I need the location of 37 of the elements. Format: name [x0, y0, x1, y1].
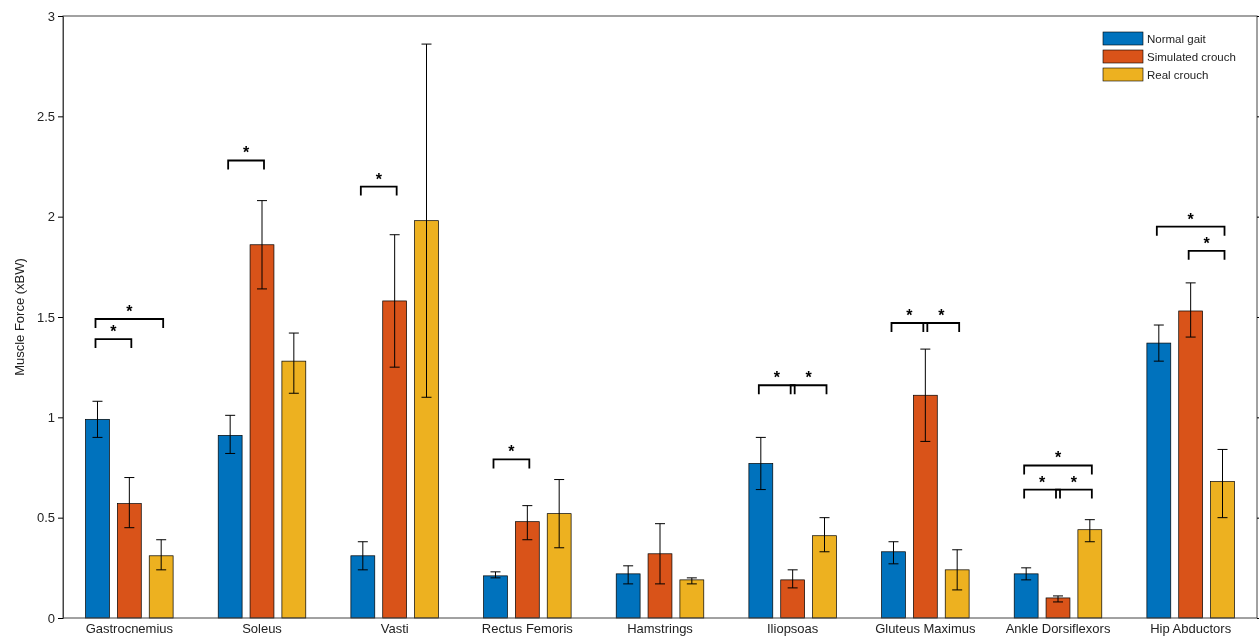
annotation: *	[1038, 473, 1046, 491]
annotation: *	[1054, 449, 1062, 467]
y-tick-label: 2.5	[36, 108, 55, 124]
bar	[679, 579, 705, 619]
legend-label: Normal gait	[1147, 33, 1207, 45]
annotation: *	[375, 170, 383, 188]
x-tick-label: Gastrocnemius	[85, 620, 174, 636]
annotation: *	[508, 443, 516, 461]
x-tick-label: Soleus	[242, 620, 283, 636]
x-tick-label: Hamstrings	[627, 620, 694, 636]
annotation: *	[938, 307, 946, 325]
annotation: *	[906, 307, 914, 325]
annotation: *	[805, 369, 813, 387]
y-tick-label: 2	[47, 209, 55, 225]
y-tick-label: 0	[47, 610, 55, 626]
y-tick-label: 1	[47, 409, 55, 425]
y-tick-label: 0.5	[36, 510, 55, 526]
annotation: *	[1070, 473, 1078, 491]
annotation: *	[1203, 234, 1211, 252]
legend-label: Simulated crouch	[1147, 51, 1236, 63]
legend-label: Real crouch	[1147, 69, 1209, 81]
x-tick-label: Hip Abductors	[1150, 620, 1232, 636]
bar	[1045, 597, 1071, 619]
y-tick-label: 3	[47, 8, 55, 24]
x-tick-label: Iliopsoas	[767, 620, 819, 636]
x-tick-label: Rectus Femoris	[481, 620, 574, 636]
annotation: *	[126, 303, 134, 321]
x-tick-label: Ankle Dorsiflexors	[1005, 620, 1111, 636]
x-tick-label: Vasti	[380, 620, 409, 636]
x-tick-label: Gluteus Maximus	[875, 620, 977, 636]
bar	[483, 575, 508, 619]
y-axis-title: Muscle Force (xBW)	[12, 258, 27, 376]
y-tick-label: 1.5	[36, 309, 55, 325]
annotation: *	[1187, 210, 1195, 228]
annotation: *	[110, 323, 118, 341]
annotation: *	[242, 144, 250, 162]
annotation: *	[773, 369, 781, 387]
